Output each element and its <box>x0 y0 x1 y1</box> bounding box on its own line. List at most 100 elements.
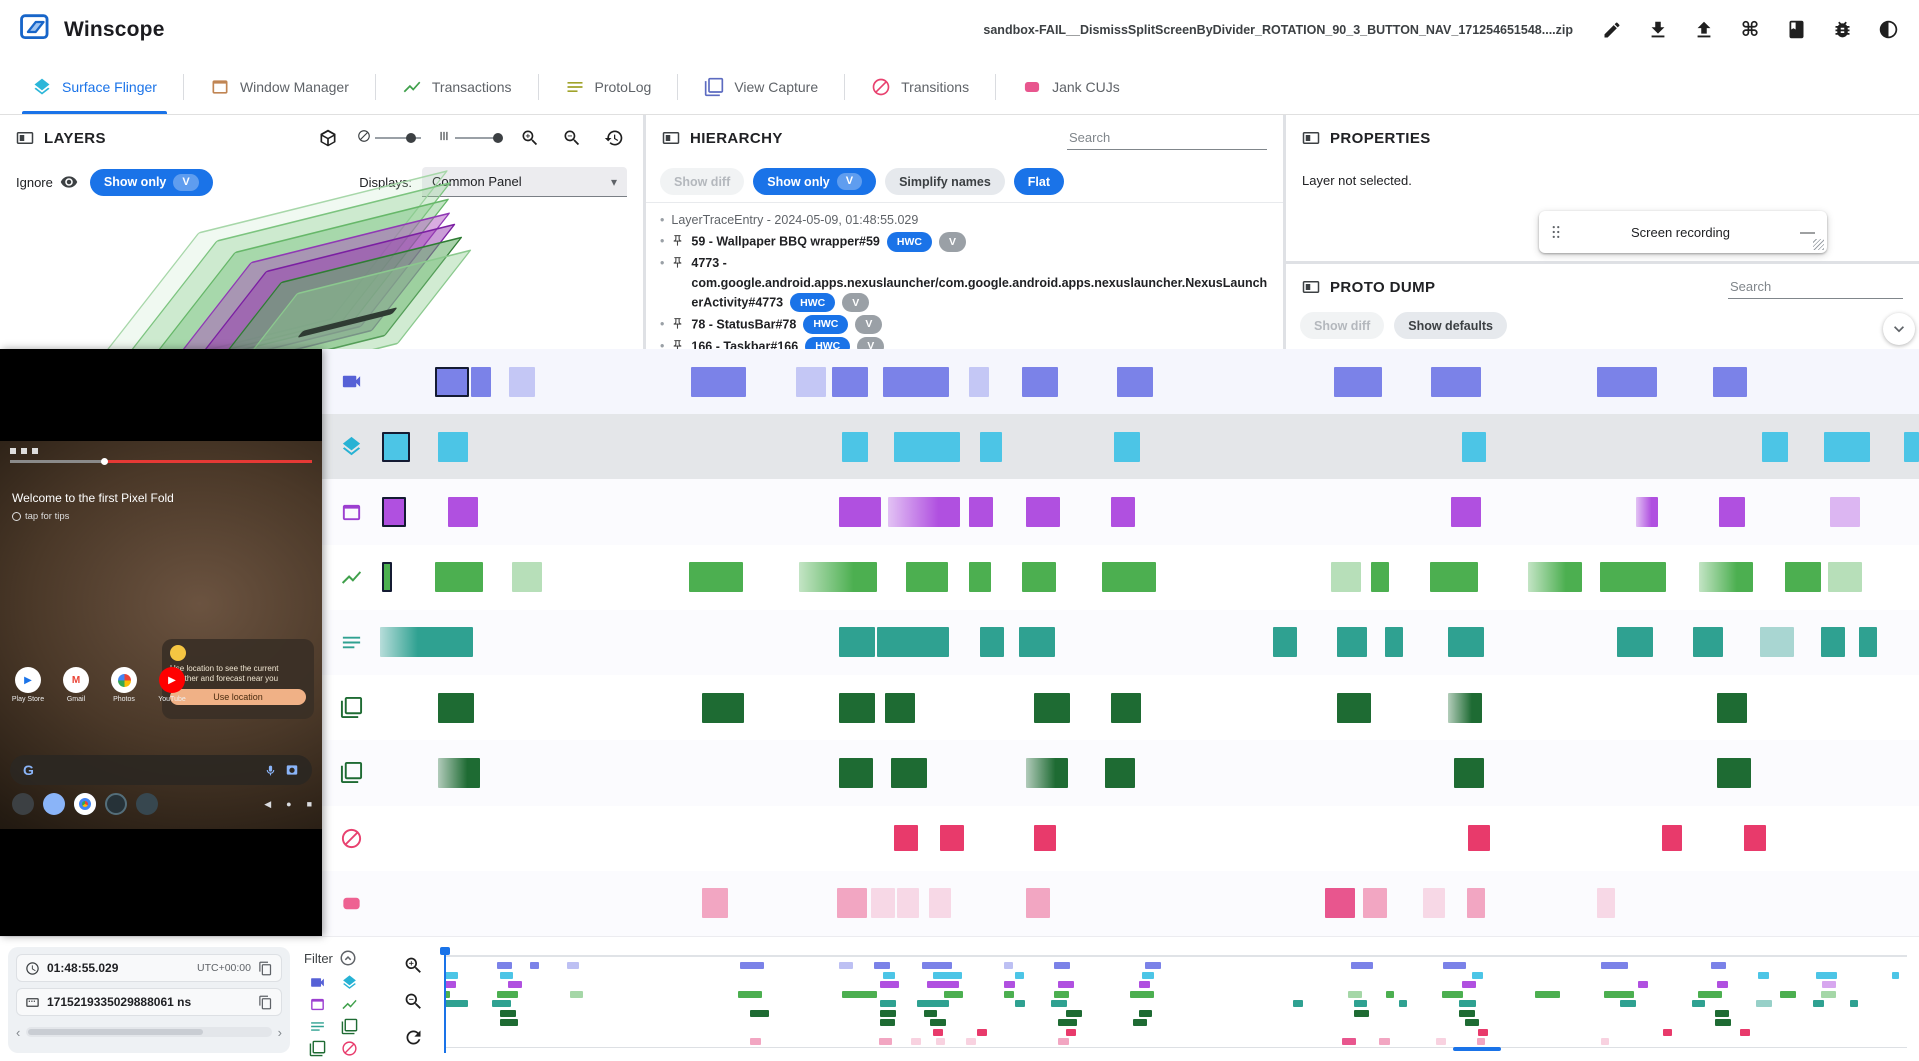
minimize-icon[interactable]: — <box>1800 223 1815 241</box>
trace-block[interactable] <box>1021 366 1058 397</box>
trace-block[interactable] <box>969 497 994 528</box>
trace-block[interactable] <box>980 431 1003 462</box>
trace-track-transactions[interactable] <box>380 545 1919 610</box>
trace-track-surface-flinger[interactable] <box>380 414 1919 479</box>
trace-block[interactable] <box>1111 692 1142 723</box>
tab-view-capture[interactable]: View Capture <box>678 59 844 114</box>
trace-block[interactable] <box>1034 692 1071 723</box>
scrollbar-thumb[interactable] <box>28 1029 203 1035</box>
nav-recents-icon[interactable]: ■ <box>306 799 312 809</box>
timeline-row-view-capture-2[interactable] <box>322 740 1919 806</box>
dark-mode-icon[interactable] <box>1875 17 1901 43</box>
trace-block[interactable] <box>1026 888 1051 919</box>
rotation-slider[interactable] <box>357 129 421 148</box>
layers-show-only-button[interactable]: Show only V <box>89 168 213 196</box>
trace-block[interactable] <box>690 366 746 397</box>
trace-block[interactable] <box>1466 888 1485 919</box>
minimap-zoom-out-icon[interactable] <box>401 989 425 1013</box>
trace-block[interactable] <box>1717 757 1752 788</box>
emulator-icon[interactable] <box>136 793 158 815</box>
trace-block[interactable] <box>381 562 392 593</box>
trace-block[interactable] <box>435 562 484 593</box>
timeline-row-protolog[interactable] <box>322 609 1919 676</box>
flat-button[interactable]: Flat <box>1013 168 1065 195</box>
proto-dump-search-input[interactable] <box>1728 275 1903 299</box>
trace-block[interactable] <box>1117 366 1154 397</box>
chart-filter-icon[interactable] <box>338 996 360 1013</box>
copy-icon[interactable] <box>258 995 273 1010</box>
hierarchy-search-input[interactable] <box>1067 126 1267 150</box>
trace-track-view-capture-1[interactable] <box>380 675 1919 740</box>
trace-block[interactable] <box>1384 627 1403 658</box>
minimap-zoom-in-icon[interactable] <box>401 953 425 977</box>
scroll-left-icon[interactable]: ‹ <box>16 1024 21 1040</box>
trace-track-window-manager[interactable] <box>380 479 1919 544</box>
trace-block[interactable] <box>1661 825 1682 852</box>
timeline-row-jank-cujs[interactable] <box>322 870 1919 936</box>
trace-block[interactable] <box>1034 825 1057 852</box>
pin-icon[interactable] <box>671 256 684 269</box>
collapse-panel-button[interactable] <box>1883 313 1915 345</box>
trace-block[interactable] <box>1104 757 1135 788</box>
trace-block[interactable] <box>701 692 744 723</box>
trace-block[interactable] <box>1324 888 1355 919</box>
youtube-app[interactable]: ▶ YouTube <box>154 667 190 703</box>
trace-track-transitions[interactable] <box>380 806 1919 871</box>
trace-block[interactable] <box>1718 497 1745 528</box>
minimap-range-track[interactable] <box>444 955 1907 957</box>
trace-block[interactable] <box>1820 627 1845 658</box>
trace-track-protolog[interactable] <box>380 610 1919 675</box>
trace-block[interactable] <box>1334 366 1383 397</box>
trace-block[interactable] <box>1423 888 1446 919</box>
frames-filter-icon[interactable] <box>306 1040 328 1057</box>
trace-block[interactable] <box>1468 825 1491 852</box>
trace-block[interactable] <box>1331 562 1362 593</box>
hierarchy-node[interactable]: • 59 - Wallpaper BBQ wrapper#59 HWC V <box>660 231 1269 253</box>
trace-block[interactable] <box>887 497 960 528</box>
trace-block[interactable] <box>897 888 920 919</box>
pin-icon[interactable] <box>671 234 684 247</box>
trace-track-view-capture-2[interactable] <box>380 740 1919 805</box>
trace-block[interactable] <box>1454 757 1485 788</box>
trace-block[interactable] <box>1363 888 1388 919</box>
trace-block[interactable] <box>509 366 536 397</box>
trace-block[interactable] <box>438 692 475 723</box>
messages-icon[interactable] <box>43 793 65 815</box>
trace-block[interactable] <box>890 757 927 788</box>
trace-block[interactable] <box>1101 562 1156 593</box>
trace-block[interactable] <box>1692 627 1723 658</box>
chrome-icon[interactable] <box>74 793 96 815</box>
frames-filter-icon[interactable] <box>338 1018 360 1035</box>
trace-block[interactable] <box>470 366 491 397</box>
trace-block[interactable] <box>1828 562 1863 593</box>
trace-block[interactable] <box>1371 562 1390 593</box>
trace-block[interactable] <box>1448 627 1485 658</box>
trace-block[interactable] <box>438 431 469 462</box>
trace-block[interactable] <box>1461 431 1486 462</box>
trace-block[interactable] <box>1018 627 1055 658</box>
download-icon[interactable] <box>1645 17 1671 43</box>
trace-block[interactable] <box>1712 366 1747 397</box>
trace-block[interactable] <box>1635 497 1658 528</box>
window-filter-icon[interactable] <box>306 996 328 1013</box>
screen-recording-video[interactable]: Welcome to the first Pixel Fold tap for … <box>0 349 322 936</box>
trace-block[interactable] <box>1597 366 1658 397</box>
trace-block[interactable] <box>1026 757 1069 788</box>
trace-block[interactable] <box>1431 366 1482 397</box>
trace-block[interactable] <box>1903 431 1919 462</box>
trace-block[interactable] <box>1617 627 1654 658</box>
trace-block[interactable] <box>1762 431 1789 462</box>
minimap-reset-icon[interactable] <box>401 1025 425 1049</box>
timeline-minimap[interactable] <box>440 947 1907 1053</box>
trace-block[interactable] <box>940 825 965 852</box>
ignore-toggle[interactable]: Ignore <box>16 173 78 191</box>
trace-block[interactable] <box>929 888 952 919</box>
trace-block[interactable] <box>838 692 875 723</box>
proto-show-diff-button[interactable]: Show diff <box>1300 312 1385 339</box>
play-store-app[interactable]: ▶ Play Store <box>10 667 46 703</box>
trace-block[interactable] <box>838 497 881 528</box>
tab-window-manager[interactable]: Window Manager <box>184 59 375 114</box>
timeline-row-view-capture-1[interactable] <box>322 675 1919 741</box>
trace-block[interactable] <box>1528 562 1583 593</box>
trace-block[interactable] <box>906 562 949 593</box>
